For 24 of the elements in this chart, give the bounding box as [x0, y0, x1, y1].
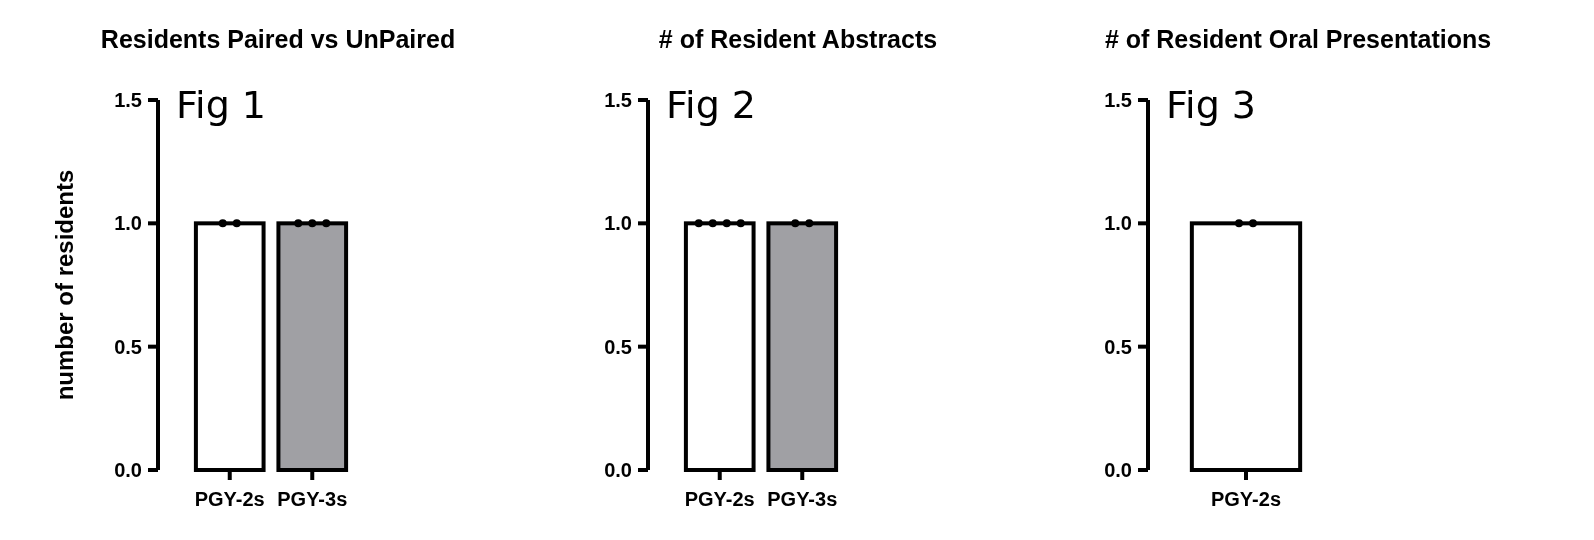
y-tick-label: 0.5 [604, 335, 632, 358]
y-tick-label: 1.5 [1104, 89, 1132, 111]
y-axis-title: number of residents [51, 169, 78, 401]
annotation: Fig 1 [176, 83, 267, 127]
y-tick-label: 0.0 [604, 459, 632, 481]
x-tick-label: PGY-2s [194, 488, 265, 510]
y-tick-label: 0.5 [114, 335, 142, 358]
x-tick-label: PGY-2s [684, 488, 755, 510]
annotation: Fig 3 [1166, 83, 1257, 127]
y-tick-label: 1.0 [604, 212, 632, 235]
y-tick-label: 0.0 [1104, 459, 1132, 481]
y-tick-label: 1.5 [604, 89, 632, 111]
annotation: Fig 2 [666, 83, 757, 127]
chart-title: # of Resident Oral Presentations [1104, 25, 1492, 53]
y-tick-label: 1.0 [114, 212, 142, 235]
x-tick-label: PGY-3s [767, 488, 838, 510]
y-tick-label: 0.0 [114, 459, 142, 481]
chart-title: # of Resident Abstracts [658, 25, 938, 53]
chart-title: Residents Paired vs UnPaired [100, 25, 456, 53]
y-tick-label: 1.0 [1104, 212, 1132, 235]
y-tick-label: 0.5 [1104, 335, 1132, 358]
x-tick-label: PGY-2s [1210, 488, 1282, 510]
y-tick-label: 1.5 [114, 89, 142, 111]
x-tick-label: PGY-3s [277, 488, 348, 510]
